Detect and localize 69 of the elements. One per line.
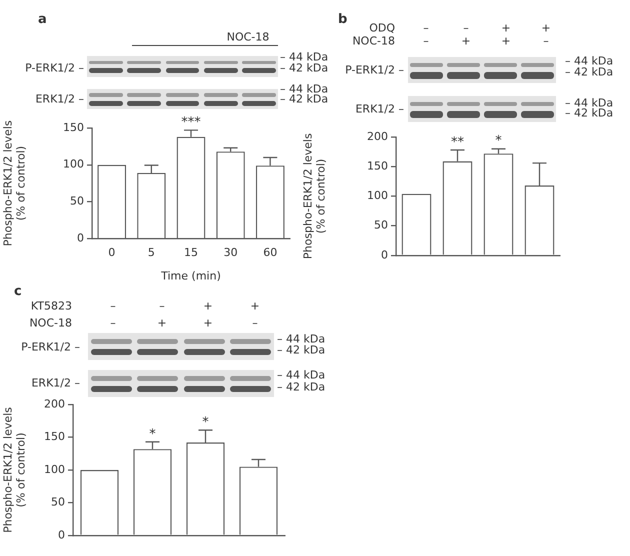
y-axis-title: Phospho-ERK1/2 levels (% of control) bbox=[1, 406, 28, 533]
text: NOC-18 bbox=[226, 30, 270, 44]
text: – 42 kDa bbox=[280, 62, 328, 74]
y-tick-label: 200 bbox=[367, 130, 388, 143]
x-tick-label: 60 bbox=[263, 246, 278, 260]
y-tick-label: 150 bbox=[44, 430, 65, 444]
text: P-ERK1/2 – bbox=[25, 62, 84, 74]
text: + bbox=[203, 300, 213, 312]
text: – bbox=[110, 316, 116, 330]
text: – bbox=[423, 22, 429, 34]
x-tick-label: 0 bbox=[108, 246, 116, 260]
y-tick-label: 100 bbox=[44, 462, 65, 476]
text: ERK1/2 – bbox=[31, 376, 80, 390]
text: – 44 kDa bbox=[277, 368, 326, 382]
chart-title: b bbox=[338, 12, 348, 27]
x-tick-label: 30 bbox=[224, 246, 238, 260]
text: ERK1/2 – bbox=[355, 102, 404, 116]
x-tick-label: 5 bbox=[148, 246, 155, 260]
text: P-ERK1/2 – bbox=[345, 64, 404, 76]
text: – bbox=[159, 300, 165, 312]
text: + bbox=[541, 22, 551, 34]
data-label: * bbox=[495, 134, 502, 149]
text: – 44 kDa bbox=[280, 50, 328, 64]
text: – bbox=[463, 22, 469, 34]
text: – 42 kDa bbox=[565, 66, 614, 78]
y-axis-title: Phospho-ERK1/2 levels (% of control) bbox=[301, 133, 328, 260]
text: + bbox=[157, 316, 167, 330]
text: – bbox=[543, 34, 549, 48]
text: + bbox=[501, 34, 511, 48]
y-tick-label: 0 bbox=[58, 528, 65, 542]
text: + bbox=[461, 34, 471, 48]
y-tick-label: 200 bbox=[44, 397, 65, 410]
text: – bbox=[423, 34, 429, 48]
chart-title: a bbox=[38, 12, 47, 27]
text: – 44 kDa bbox=[565, 54, 614, 68]
text: + bbox=[203, 316, 213, 330]
text: – 44 kDa bbox=[565, 96, 614, 110]
data-label: ** bbox=[451, 134, 464, 150]
data-label: * bbox=[149, 426, 156, 442]
y-tick-label: 150 bbox=[367, 159, 388, 172]
y-tick-label: 100 bbox=[63, 158, 84, 171]
text: – bbox=[110, 300, 116, 312]
text: – 44 kDa bbox=[280, 82, 328, 96]
y-tick-label: 50 bbox=[374, 218, 388, 232]
text: – 44 kDa bbox=[277, 332, 326, 346]
y-tick-label: 150 bbox=[63, 120, 84, 134]
text: – 42 kDa bbox=[277, 380, 326, 394]
text: – 42 kDa bbox=[277, 344, 326, 356]
data-label: *** bbox=[181, 115, 202, 130]
text: + bbox=[501, 22, 511, 34]
text: – bbox=[252, 316, 258, 330]
data-label: * bbox=[202, 414, 210, 430]
y-tick-label: 100 bbox=[367, 189, 388, 202]
y-tick-label: 0 bbox=[77, 231, 84, 244]
y-tick-label: 50 bbox=[70, 194, 84, 208]
text: KT5823 bbox=[30, 300, 72, 312]
text: NOC-18 bbox=[352, 34, 395, 48]
text: P-ERK1/2 – bbox=[21, 340, 80, 354]
x-axis-title: Time (min) bbox=[160, 269, 221, 282]
y-tick-label: 50 bbox=[51, 496, 65, 509]
text: – 42 kDa bbox=[565, 106, 614, 120]
x-tick-label: 15 bbox=[184, 246, 198, 260]
text: – 42 kDa bbox=[280, 92, 328, 106]
text: + bbox=[250, 300, 260, 312]
chart-title: c bbox=[14, 284, 22, 299]
text: NOC-18 bbox=[29, 316, 72, 330]
text: ODQ bbox=[369, 22, 395, 34]
y-axis-title: Phospho-ERK1/2 levels (% of control) bbox=[1, 120, 28, 246]
text: ERK1/2 – bbox=[35, 92, 84, 106]
